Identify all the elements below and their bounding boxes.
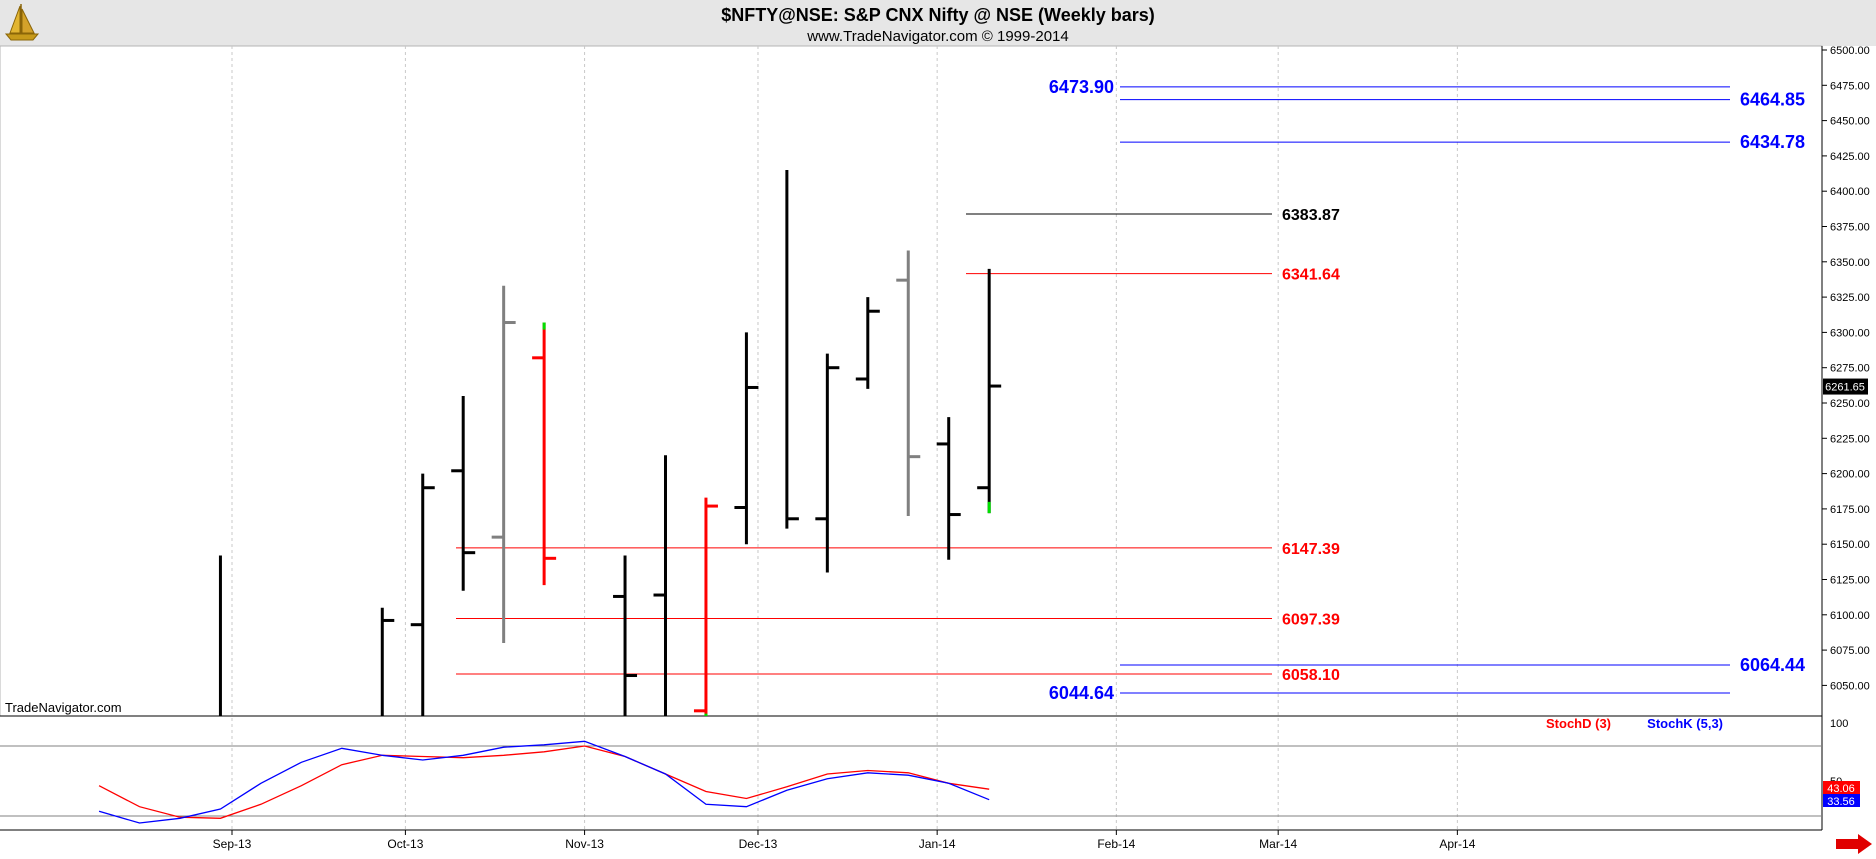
last-price-tag: 6261.65 [1823,378,1868,395]
level-lines: 6473.90 6464.85 6434.78 6383.87 6341.64 6147.… [456,77,1805,703]
price-bars [218,170,1002,716]
chart-title: $NFTY@NSE: S&P CNX Nifty @ NSE (Weekly b… [721,5,1155,25]
price-panel [0,45,1823,717]
y-tick-label: 6400.00 [1830,186,1870,198]
golden-sailing-ship-icon[interactable] [2,4,42,42]
stoch-k-last-box [1823,794,1860,807]
vertical-gridlines [231,46,1458,830]
x-tick-label: Nov-13 [565,837,604,851]
stoch-tick-label: 100 [1830,718,1848,730]
stoch-k-line [98,740,990,824]
x-tick-label: Apr-14 [1439,837,1475,851]
last-price-label: 6261.65 [1825,382,1865,394]
stoch-d-line [98,745,990,819]
y-tick-label: 6325.00 [1830,292,1870,304]
x-tick-label: Mar-14 [1259,837,1297,851]
stoch-k-legend: StochK (5,3) [1647,716,1723,731]
y-tick-label: 6200.00 [1830,469,1870,481]
level-label: 6473.90 [1049,77,1114,97]
stoch-d-last-label: 43.06 [1827,783,1855,795]
y-tick-label: 6125.00 [1830,575,1870,587]
y-tick-label: 6375.00 [1830,222,1870,234]
red-right-arrow-icon[interactable] [1836,834,1872,854]
y-tick-label: 6350.00 [1830,257,1870,269]
header-band [0,0,1876,46]
y-tick-label: 6475.00 [1830,80,1870,92]
y-tick-label: 6075.00 [1830,645,1870,657]
level-label: 6058.10 [1282,667,1340,684]
chart-subtitle: www.TradeNavigator.com © 1999-2014 [806,28,1068,45]
level-label: 6147.39 [1282,541,1340,558]
y-tick-label: 6500.00 [1830,45,1870,57]
stoch-d-last-box [1823,781,1860,794]
x-tick-label: Sep-13 [213,837,252,851]
x-tick-label: Oct-13 [387,837,423,851]
y-tick-label: 6050.00 [1830,680,1870,692]
level-label: 6044.64 [1049,683,1114,703]
stoch-d-legend: StochD (3) [1546,716,1611,731]
time-axis: Sep-13 Oct-13 Nov-13 Dec-13 Jan-14 Feb-14 Mar-… [213,830,1476,851]
x-tick-label: Feb-14 [1097,837,1135,851]
x-tick-label: Jan-14 [919,837,956,851]
watermark-text: TradeNavigator.com [5,700,122,715]
y-tick-label: 6175.00 [1830,504,1870,516]
y-tick-label: 6150.00 [1830,539,1870,551]
y-tick-label: 6250.00 [1830,398,1870,410]
level-label: 6097.39 [1282,611,1340,628]
x-tick-label: Dec-13 [739,837,778,851]
level-label: 6434.78 [1740,132,1805,152]
y-tick-label: 6425.00 [1830,151,1870,163]
y-tick-label: 6225.00 [1830,433,1870,445]
level-label: 6464.85 [1740,90,1805,110]
stoch-k-last-label: 33.56 [1827,796,1855,808]
y-tick-label: 6300.00 [1830,327,1870,339]
last-price-box [1823,378,1868,395]
level-label: 6383.87 [1282,207,1340,224]
y-tick-label: 6100.00 [1830,610,1870,622]
level-label: 6064.44 [1740,655,1805,675]
price-axis: 6500.00 6475.00 6450.00 6425.00 6400.00 6375.… [1822,45,1870,692]
level-label: 6341.64 [1282,267,1340,284]
y-tick-label: 6275.00 [1830,363,1870,375]
y-tick-label: 6450.00 [1830,116,1870,128]
